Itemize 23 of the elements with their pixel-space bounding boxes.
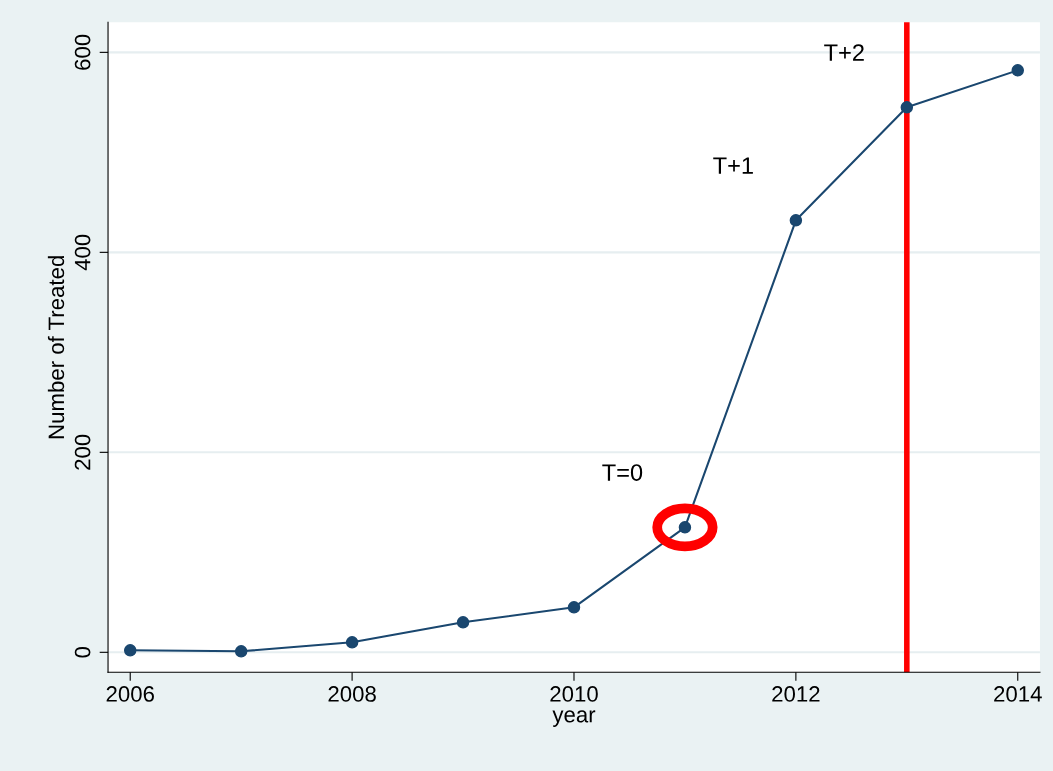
point [789, 214, 803, 227]
annotation: T+1 [713, 157, 753, 174]
point [123, 644, 137, 657]
point [234, 645, 248, 658]
y-tick-label: 600 [74, 34, 91, 70]
y-tick-label: 200 [74, 434, 91, 470]
y-axis-title: Number of Treated [47, 256, 65, 439]
point [900, 101, 914, 114]
x-axis-title: year [552, 710, 596, 727]
y-tick-label: 0 [74, 647, 91, 658]
point [567, 601, 581, 614]
x-tick-label: 2012 [772, 686, 820, 702]
point [1011, 64, 1025, 77]
point [456, 616, 470, 629]
x-tick-label: 2006 [106, 686, 154, 702]
y-tick-label: 400 [74, 234, 91, 271]
point [678, 521, 692, 534]
x-tick-label: 2010 [550, 686, 598, 702]
annotation: T+2 [824, 44, 864, 61]
x-tick-label: 2008 [328, 686, 376, 702]
x-tick-label: 2014 [994, 686, 1042, 702]
point [345, 636, 359, 649]
annotation: T=0 [602, 464, 643, 481]
